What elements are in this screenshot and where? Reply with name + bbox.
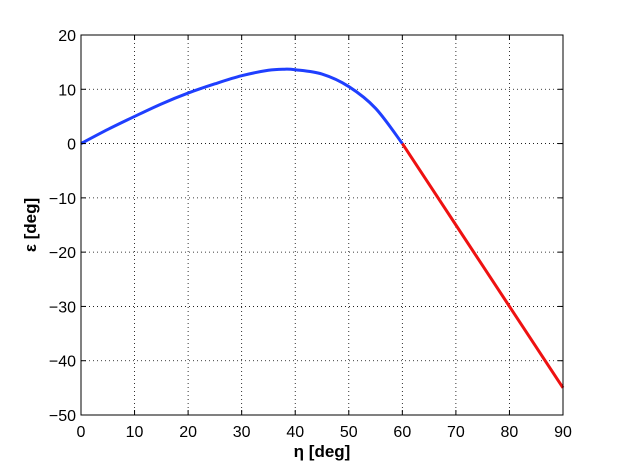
- y-tick-label: 10: [58, 82, 76, 99]
- x-tick-label: 90: [554, 424, 572, 441]
- series-line-1: [80, 67, 404, 145]
- x-axis-label: η [deg]: [294, 442, 351, 461]
- x-tick-label: 0: [77, 424, 86, 441]
- x-tick-label: 40: [286, 424, 304, 441]
- grid-lines: [81, 35, 563, 415]
- series-layer: [80, 67, 565, 389]
- y-tick-label: −20: [49, 245, 76, 262]
- y-tick-label: 0: [67, 137, 76, 154]
- y-tick-label: −40: [49, 354, 76, 371]
- series-line-2: [401, 142, 565, 389]
- y-tick-label: −10: [49, 191, 76, 208]
- tick-labels: 0 10 20 30 40 50 60 70 80 90 −50 −40 −30 −20 −10 0 10 20: [49, 28, 572, 441]
- y-tick-label: −50: [49, 408, 76, 425]
- plot-frame: [80, 34, 564, 416]
- ticks: [80, 34, 564, 416]
- y-tick-label: 20: [58, 28, 76, 45]
- x-tick-label: 80: [501, 424, 519, 441]
- x-tick-label: 10: [126, 424, 144, 441]
- x-tick-label: 70: [447, 424, 465, 441]
- x-tick-label: 20: [179, 424, 197, 441]
- y-axis-label: ε [deg]: [21, 198, 40, 252]
- y-tick-label: −30: [49, 299, 76, 316]
- plot-area: [81, 35, 563, 415]
- x-tick-label: 60: [393, 424, 411, 441]
- x-tick-label: 50: [340, 424, 358, 441]
- x-tick-label: 30: [233, 424, 251, 441]
